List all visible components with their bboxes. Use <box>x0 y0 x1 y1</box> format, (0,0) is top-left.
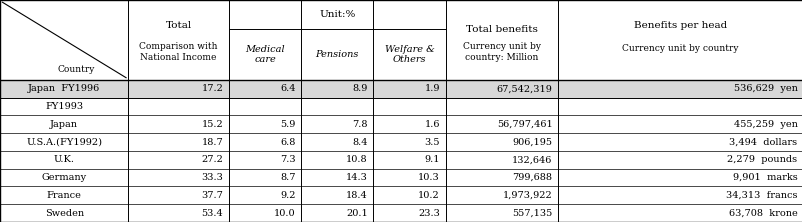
Text: Country: Country <box>58 65 95 74</box>
Text: 5.9: 5.9 <box>280 120 295 129</box>
Text: 18.4: 18.4 <box>346 191 367 200</box>
Text: Japan  FY1996: Japan FY1996 <box>28 84 100 93</box>
Text: 9.1: 9.1 <box>424 155 439 164</box>
Text: 1.9: 1.9 <box>424 84 439 93</box>
Text: Unit:%: Unit:% <box>318 10 355 19</box>
Text: 8.7: 8.7 <box>280 173 295 182</box>
Text: 67,542,319: 67,542,319 <box>496 84 552 93</box>
Text: 1.6: 1.6 <box>424 120 439 129</box>
Text: 18.7: 18.7 <box>201 138 223 147</box>
Text: U.K.: U.K. <box>54 155 75 164</box>
Text: 132,646: 132,646 <box>512 155 552 164</box>
Text: 2,279  pounds: 2,279 pounds <box>727 155 796 164</box>
Text: 799,688: 799,688 <box>512 173 552 182</box>
Text: FY1993: FY1993 <box>45 102 83 111</box>
Text: 10.8: 10.8 <box>346 155 367 164</box>
Text: Comparison with
National Income: Comparison with National Income <box>140 42 217 62</box>
Text: Currency unit by country: Currency unit by country <box>622 44 738 53</box>
Text: 906,195: 906,195 <box>512 138 552 147</box>
Text: 6.4: 6.4 <box>280 84 295 93</box>
Text: Total benefits: Total benefits <box>465 26 537 34</box>
Text: 33.3: 33.3 <box>201 173 223 182</box>
Text: 455,259  yen: 455,259 yen <box>732 120 796 129</box>
Text: 557,135: 557,135 <box>512 209 552 218</box>
Text: 7.3: 7.3 <box>280 155 295 164</box>
Text: 7.8: 7.8 <box>352 120 367 129</box>
Text: 14.3: 14.3 <box>346 173 367 182</box>
Text: Pensions: Pensions <box>315 50 358 59</box>
Text: Sweden: Sweden <box>45 209 83 218</box>
Text: 1,973,922: 1,973,922 <box>502 191 552 200</box>
Text: 27.2: 27.2 <box>201 155 223 164</box>
Text: 3.5: 3.5 <box>424 138 439 147</box>
Text: 10.2: 10.2 <box>418 191 439 200</box>
Text: 20.1: 20.1 <box>346 209 367 218</box>
Text: 10.0: 10.0 <box>273 209 295 218</box>
Text: U.S.A.(FY1992): U.S.A.(FY1992) <box>26 138 102 147</box>
Text: 34,313  francs: 34,313 francs <box>725 191 796 200</box>
Text: 8.4: 8.4 <box>352 138 367 147</box>
Text: 37.7: 37.7 <box>201 191 223 200</box>
Bar <box>0 80 802 98</box>
Text: France: France <box>47 191 82 200</box>
Text: Welfare &
Others: Welfare & Others <box>384 45 434 64</box>
Text: Currency unit by
country: Million: Currency unit by country: Million <box>462 42 541 62</box>
Text: 9,901  marks: 9,901 marks <box>731 173 796 182</box>
Text: 15.2: 15.2 <box>201 120 223 129</box>
Text: 536,629  yen: 536,629 yen <box>732 84 796 93</box>
Text: 8.9: 8.9 <box>352 84 367 93</box>
Text: 23.3: 23.3 <box>418 209 439 218</box>
Text: 3,494  dollars: 3,494 dollars <box>728 138 796 147</box>
Text: 53.4: 53.4 <box>201 209 223 218</box>
Text: Japan: Japan <box>51 120 78 129</box>
Text: Medical
care: Medical care <box>245 45 285 64</box>
Text: Germany: Germany <box>42 173 87 182</box>
Text: 17.2: 17.2 <box>201 84 223 93</box>
Text: 6.8: 6.8 <box>280 138 295 147</box>
Text: 10.3: 10.3 <box>418 173 439 182</box>
Text: Total: Total <box>165 21 192 30</box>
Text: 9.2: 9.2 <box>280 191 295 200</box>
Text: Benefits per head: Benefits per head <box>633 21 727 30</box>
Text: 63,708  krone: 63,708 krone <box>727 209 796 218</box>
Text: 56,797,461: 56,797,461 <box>496 120 552 129</box>
